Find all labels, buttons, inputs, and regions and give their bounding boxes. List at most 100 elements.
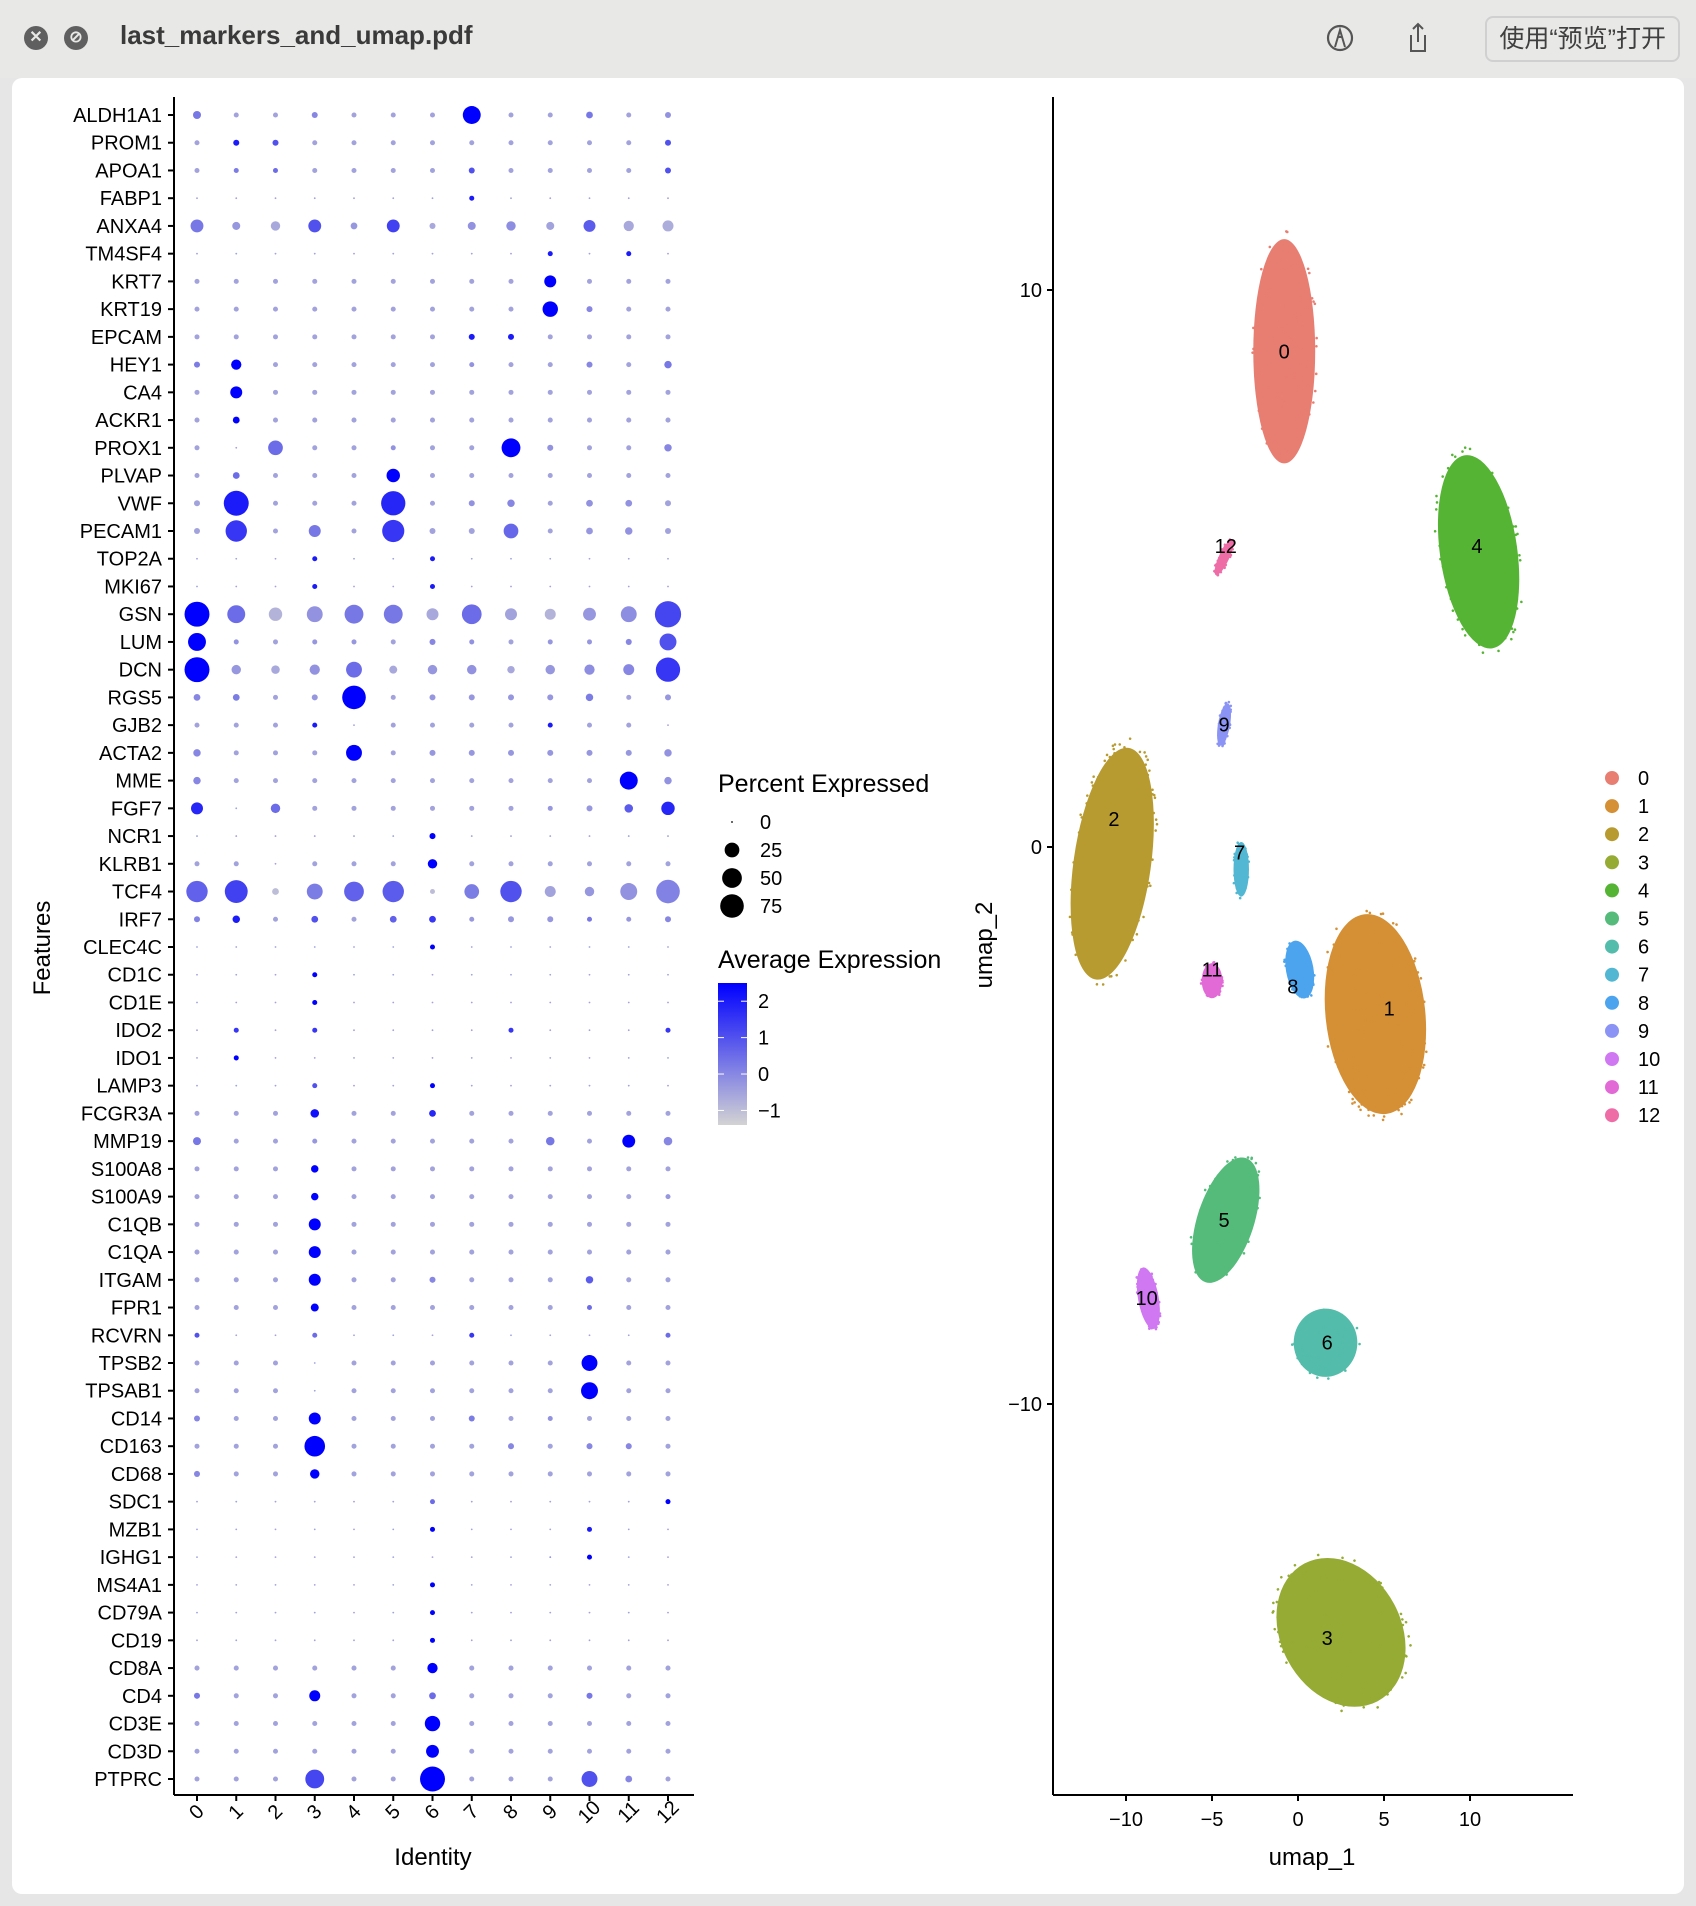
cell-point [1483,607,1487,610]
cell-point [1314,372,1318,376]
cell-point [1256,1206,1259,1210]
cell-point [1305,1571,1309,1574]
cell-point [1274,334,1278,338]
cell-point [1341,1654,1345,1658]
cell-point [1500,520,1503,524]
dot [313,1362,316,1364]
cell-point [1373,930,1377,934]
cluster-label: 11 [1202,960,1223,982]
cell-point [1510,637,1513,641]
close-icon[interactable]: ✕ [24,26,48,50]
cell-point [1351,952,1355,955]
dot [353,835,355,837]
cell-point [1405,966,1408,969]
dot [196,197,198,200]
dot [272,1721,279,1727]
cell-point [1520,600,1523,604]
dot [429,778,436,784]
dot [274,197,277,200]
dot [274,1029,277,1032]
cell-point [1359,969,1362,972]
dot [313,1611,316,1614]
cell-point [1084,908,1087,911]
cell-point [1280,389,1284,393]
cell-point [1390,1628,1393,1632]
dot [470,1084,473,1087]
cell-point [1330,1580,1334,1583]
dot [351,1166,357,1172]
dot [353,724,355,727]
open-with-preview-button[interactable]: 使用“预览”打开 [1485,16,1680,62]
dot [626,1166,632,1172]
cell-point [1357,979,1361,982]
cell-point [1275,396,1279,399]
dot [470,1583,473,1586]
cell-point [1276,1588,1280,1591]
dot [353,557,355,560]
dot [510,1556,512,1559]
cell-point [1216,982,1220,986]
cell-point [1223,1227,1226,1231]
cell-point [1317,1365,1320,1369]
cell-point [1212,1235,1215,1238]
dot [508,1221,514,1227]
cluster-label: 10 [1136,1288,1158,1310]
dot [390,1305,396,1311]
cell-point [1346,1070,1350,1074]
cell-point [1095,818,1098,821]
cell-point [1370,963,1374,966]
dot [588,557,591,560]
cell-point [1202,983,1206,987]
cell-point [1235,873,1238,877]
dot [344,881,364,902]
umap-x-title: umap_1 [1269,1844,1356,1871]
cell-point [1306,983,1310,987]
cell-point [1407,962,1410,966]
cell-point [1343,1070,1346,1074]
cell-point [1221,1265,1225,1269]
dot [390,417,396,423]
dot [510,197,512,200]
cell-point [1328,1316,1331,1319]
dot [626,1110,632,1116]
cell-point [1231,1158,1235,1162]
cell-point [1269,441,1273,445]
cell-point [1346,925,1349,929]
cell-point [1488,481,1491,485]
dot [586,1166,593,1172]
cell-point [1451,593,1454,596]
dot [272,112,279,118]
share-icon[interactable] [1400,20,1436,56]
cell-point [1466,630,1470,634]
dot [664,360,672,369]
cell-point [1268,245,1272,249]
cell-point [1247,1195,1251,1199]
cell-point [1335,1005,1339,1008]
cell-point [1147,1273,1150,1277]
dot [194,1194,200,1200]
dot [664,444,672,452]
dot [626,251,632,257]
cell-point [1213,570,1217,573]
feature-label: PTPRC [94,1769,162,1791]
cell-point [1090,840,1094,843]
cell-point [1314,1325,1318,1329]
cell-point [1365,1681,1368,1684]
dot [547,1665,553,1671]
window-titlebar: ✕ ⊘ last_markers_and_umap.pdf 使用“预览”打开 [0,0,1696,78]
cluster-label: 9 [1218,714,1229,736]
disable-icon[interactable]: ⊘ [64,26,88,50]
cell-point [1147,869,1150,873]
dot [232,221,241,230]
cluster-label: 5 [1218,1210,1229,1232]
cell-point [1507,607,1511,611]
feature-label: FGF7 [111,798,162,820]
markup-icon[interactable] [1322,20,1358,56]
cell-point [1368,1581,1372,1584]
dot [469,1360,475,1366]
dot [508,861,514,867]
cell-point [1419,1010,1423,1014]
cell-point [1320,1364,1324,1368]
cell-point [1382,994,1386,998]
dotplot-panel: ALDH1A1PROM1APOA1FABP1ANXA4TM4SF4KRT7KRT… [29,97,694,1871]
